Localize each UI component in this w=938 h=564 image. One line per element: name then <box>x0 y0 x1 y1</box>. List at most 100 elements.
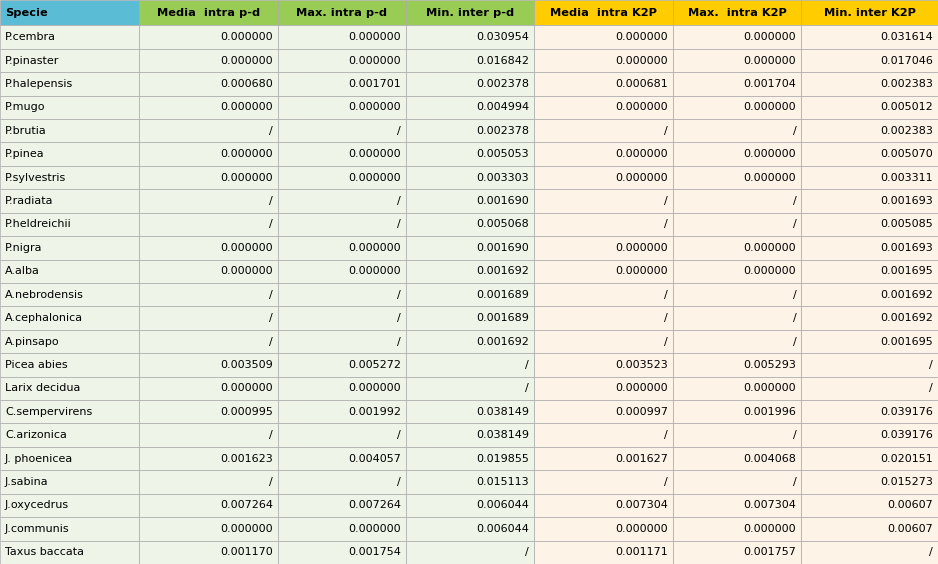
Text: /: / <box>269 290 273 299</box>
Text: 0.000000: 0.000000 <box>220 384 273 393</box>
Text: 0.003311: 0.003311 <box>881 173 933 183</box>
Text: 0.001690: 0.001690 <box>477 196 529 206</box>
Text: 0.001689: 0.001689 <box>477 313 529 323</box>
Text: 0.017046: 0.017046 <box>880 55 933 65</box>
Bar <box>801 517 938 540</box>
Text: A.cephalonica: A.cephalonica <box>5 313 83 323</box>
Bar <box>801 119 938 143</box>
Text: /: / <box>793 337 796 346</box>
Text: 0.001170: 0.001170 <box>220 547 273 557</box>
Text: 0.001996: 0.001996 <box>744 407 796 417</box>
Bar <box>801 143 938 166</box>
Text: 0.015113: 0.015113 <box>477 477 529 487</box>
Bar <box>673 0 801 25</box>
Text: P.pinea: P.pinea <box>5 149 45 159</box>
Bar <box>139 236 278 259</box>
Bar <box>278 259 406 283</box>
Text: 0.001695: 0.001695 <box>880 337 933 346</box>
Text: 0.000000: 0.000000 <box>615 102 668 112</box>
Text: /: / <box>269 219 273 230</box>
Bar <box>673 143 801 166</box>
Bar <box>801 25 938 49</box>
Text: /: / <box>664 313 668 323</box>
Text: /: / <box>664 126 668 136</box>
Bar <box>0 306 139 330</box>
Text: 0.005070: 0.005070 <box>880 149 933 159</box>
Text: /: / <box>930 360 933 370</box>
Text: 0.000000: 0.000000 <box>220 149 273 159</box>
Bar <box>801 353 938 377</box>
Bar <box>0 25 139 49</box>
Bar <box>406 494 534 517</box>
Bar <box>278 400 406 424</box>
Bar <box>278 190 406 213</box>
Text: 0.000000: 0.000000 <box>220 102 273 112</box>
Text: 0.000000: 0.000000 <box>615 55 668 65</box>
Text: /: / <box>525 547 529 557</box>
Bar <box>0 447 139 470</box>
Text: 0.005293: 0.005293 <box>744 360 796 370</box>
Bar <box>406 119 534 143</box>
Text: 0.000000: 0.000000 <box>615 173 668 183</box>
Bar <box>278 96 406 119</box>
Bar <box>801 213 938 236</box>
Bar <box>801 96 938 119</box>
Bar <box>673 447 801 470</box>
Text: Specie: Specie <box>5 8 48 17</box>
Text: 0.030954: 0.030954 <box>477 32 529 42</box>
Bar <box>534 259 673 283</box>
Text: /: / <box>269 196 273 206</box>
Bar <box>139 213 278 236</box>
Bar <box>139 353 278 377</box>
Bar <box>801 494 938 517</box>
Bar <box>139 259 278 283</box>
Text: 0.031614: 0.031614 <box>880 32 933 42</box>
Text: 0.004068: 0.004068 <box>744 453 796 464</box>
Bar <box>0 424 139 447</box>
Bar <box>534 96 673 119</box>
Text: 0.000000: 0.000000 <box>348 384 401 393</box>
Bar <box>801 540 938 564</box>
Text: 0.002378: 0.002378 <box>477 79 529 89</box>
Bar <box>673 190 801 213</box>
Text: A.pinsapo: A.pinsapo <box>5 337 60 346</box>
Bar <box>278 283 406 306</box>
Text: 0.003303: 0.003303 <box>477 173 529 183</box>
Bar <box>673 236 801 259</box>
Text: 0.000000: 0.000000 <box>220 266 273 276</box>
Bar <box>801 400 938 424</box>
Bar <box>278 49 406 72</box>
Bar <box>406 377 534 400</box>
Text: P.heldreichii: P.heldreichii <box>5 219 71 230</box>
Text: 0.016842: 0.016842 <box>477 55 529 65</box>
Bar <box>801 0 938 25</box>
Text: 0.005085: 0.005085 <box>880 219 933 230</box>
Text: A.nebrodensis: A.nebrodensis <box>5 290 83 299</box>
Text: 0.005272: 0.005272 <box>348 360 401 370</box>
Text: 0.001623: 0.001623 <box>220 453 273 464</box>
Bar <box>673 377 801 400</box>
Bar <box>534 494 673 517</box>
Bar <box>406 166 534 190</box>
Text: 0.000000: 0.000000 <box>615 243 668 253</box>
Bar <box>801 470 938 494</box>
Bar <box>673 259 801 283</box>
Bar <box>0 517 139 540</box>
Text: /: / <box>397 477 401 487</box>
Bar <box>0 213 139 236</box>
Text: 0.000000: 0.000000 <box>348 149 401 159</box>
Text: 0.001695: 0.001695 <box>880 266 933 276</box>
Text: P.pinaster: P.pinaster <box>5 55 59 65</box>
Bar <box>139 517 278 540</box>
Text: 0.001754: 0.001754 <box>348 547 401 557</box>
Text: Media  intra p-d: Media intra p-d <box>157 8 260 17</box>
Bar <box>139 0 278 25</box>
Bar <box>278 540 406 564</box>
Text: 0.000000: 0.000000 <box>615 32 668 42</box>
Bar <box>534 330 673 353</box>
Bar <box>534 72 673 96</box>
Text: 0.007304: 0.007304 <box>744 500 796 510</box>
Text: 0.020151: 0.020151 <box>880 453 933 464</box>
Text: 0.006044: 0.006044 <box>477 524 529 534</box>
Text: 0.000000: 0.000000 <box>348 243 401 253</box>
